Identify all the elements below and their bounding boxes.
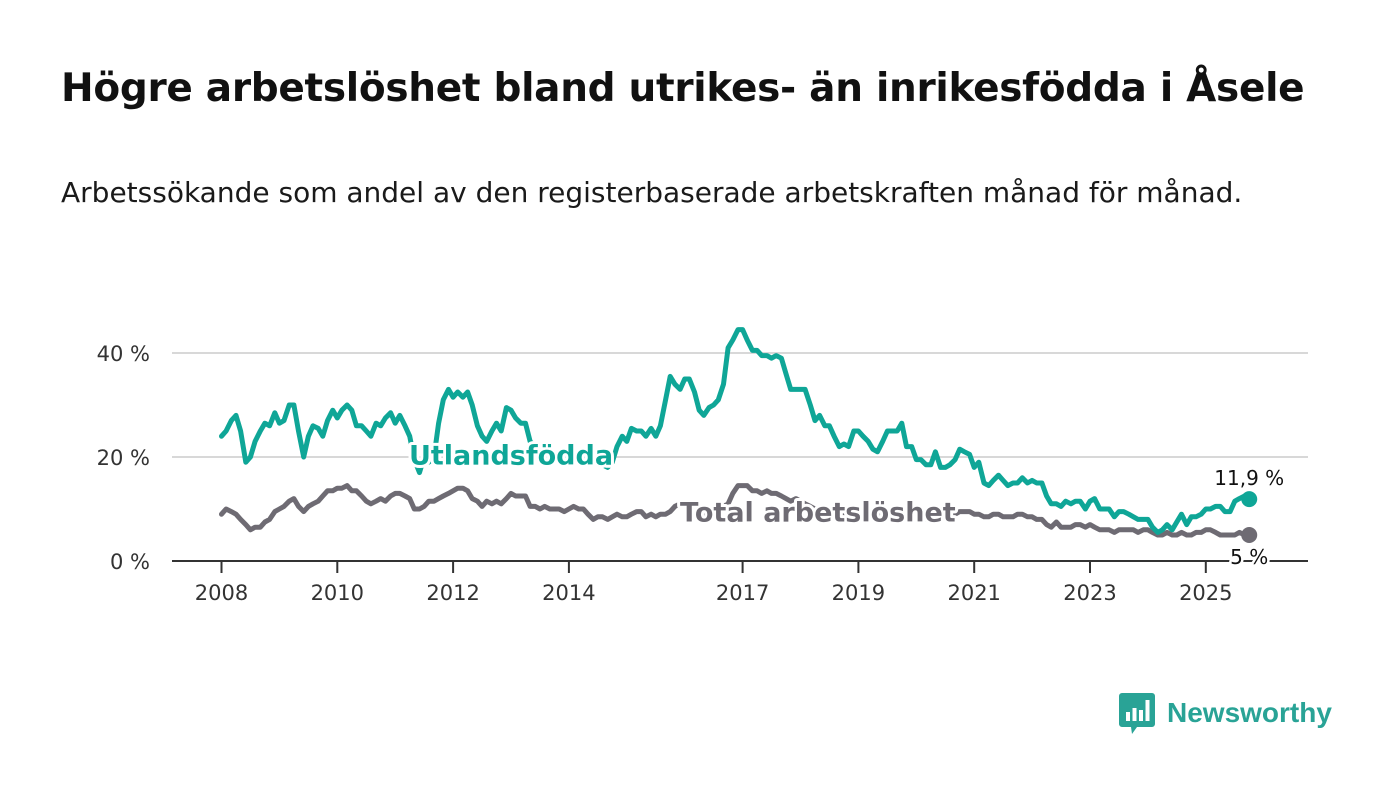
x-tick-label: 2012	[426, 581, 479, 605]
end-value-label: 5 %	[1230, 545, 1268, 569]
x-tick-label: 2008	[195, 581, 248, 605]
chart-subtitle: Arbetssökande som andel av den registerb…	[61, 176, 1243, 209]
series-label-foreign-born: Utlandsfödda	[409, 440, 613, 471]
x-tick-label: 2017	[716, 581, 769, 605]
end-point-total	[1241, 527, 1258, 543]
y-tick-label: 0 %	[110, 550, 150, 574]
series-line-total	[219, 483, 1252, 538]
x-tick-label: 2010	[311, 581, 364, 605]
y-tick-label: 20 %	[97, 446, 150, 470]
x-tick-label: 2021	[947, 581, 1000, 605]
chart-title: Högre arbetslöshet bland utrikes- än inr…	[61, 66, 1305, 111]
bar-chart-speech-bubble-icon	[1119, 693, 1155, 734]
end-point-foreign-born	[1241, 491, 1258, 508]
y-tick-label: 40 %	[97, 342, 150, 366]
series-line-foreign-born	[219, 327, 1252, 535]
x-tick-label: 2019	[832, 581, 885, 605]
x-tick-label: 2025	[1179, 581, 1232, 605]
x-tick-label: 2023	[1063, 581, 1116, 605]
x-tick-label: 2014	[542, 581, 595, 605]
newsworthy-logo: Newsworthy	[1119, 689, 1349, 737]
end-value-label: 11,9 %	[1214, 466, 1284, 490]
brand-name: Newsworthy	[1167, 697, 1332, 728]
series-label-total: Total arbetslöshet	[680, 498, 956, 529]
